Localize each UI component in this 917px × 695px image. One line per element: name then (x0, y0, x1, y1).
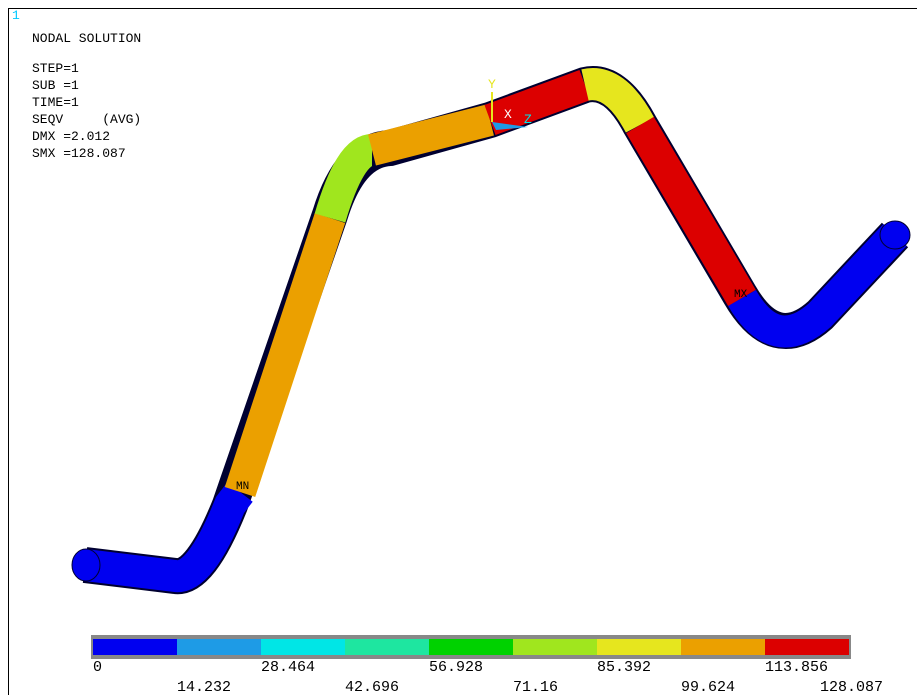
legend-band (597, 639, 681, 655)
legend-label: 0 (93, 659, 102, 676)
triad-z-label: Z (524, 112, 532, 127)
legend-band (345, 639, 429, 655)
legend-band (765, 639, 849, 655)
legend-label: 99.624 (681, 679, 735, 695)
ansys-graphics-window: 1 NODAL SOLUTION Y X Z MN MX 0 14.232 28.4… (0, 0, 917, 695)
legend-label: 71.16 (513, 679, 558, 695)
legend-band (429, 639, 513, 655)
legend-label: 28.464 (261, 659, 315, 676)
info-line: SEQV (AVG) (32, 112, 141, 127)
legend-label: 128.087 (820, 679, 883, 695)
legend-label: 85.392 (597, 659, 651, 676)
info-line: SUB =1 (32, 78, 79, 93)
window-number: 1 (12, 8, 20, 23)
legend-label: 14.232 (177, 679, 231, 695)
legend-band (513, 639, 597, 655)
info-line: STEP=1 (32, 61, 79, 76)
info-line: TIME=1 (32, 95, 79, 110)
legend-label: 56.928 (429, 659, 483, 676)
info-line: DMX =2.012 (32, 129, 110, 144)
legend-band (93, 639, 177, 655)
legend-label: 42.696 (345, 679, 399, 695)
pipe-end (880, 221, 910, 249)
min-marker: MN (236, 481, 249, 493)
legend-band (681, 639, 765, 655)
info-line: SMX =128.087 (32, 146, 126, 161)
triad-y-label: Y (488, 77, 496, 92)
pipe-end (72, 549, 100, 581)
triad-x-label: X (504, 107, 512, 122)
legend-label: 113.856 (765, 659, 828, 676)
result-title: NODAL SOLUTION (32, 31, 141, 46)
max-marker: MX (734, 289, 748, 301)
legend-band (177, 639, 261, 655)
legend-band (261, 639, 345, 655)
